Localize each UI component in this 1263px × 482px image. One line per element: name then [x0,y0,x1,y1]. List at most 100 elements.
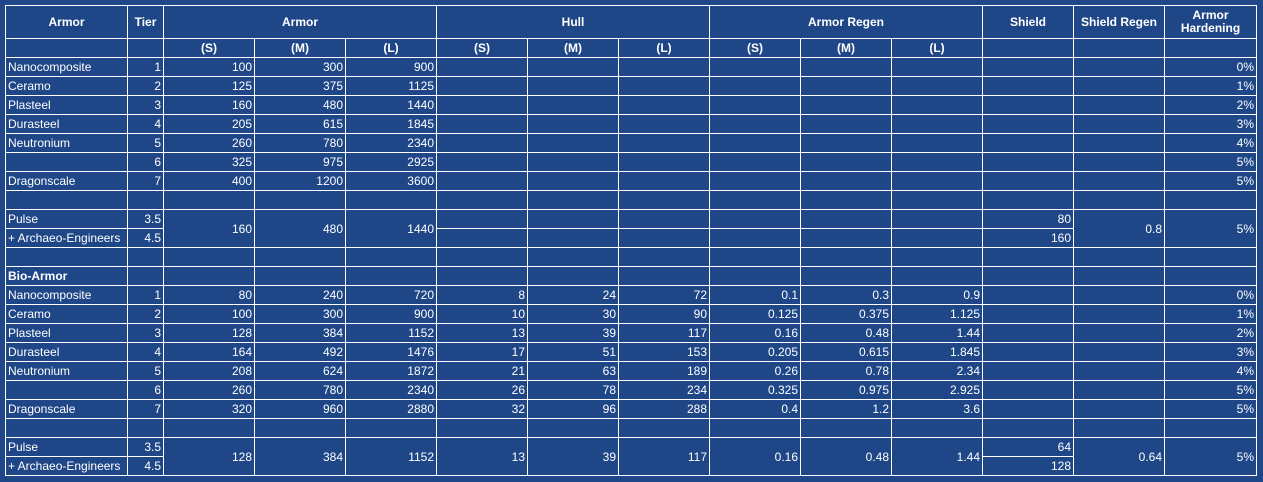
armor-name-cell: Plasteel [5,323,128,343]
armor-hardening-cell: 3% [1164,114,1257,134]
blank-cell [436,247,528,267]
blank-cell [254,190,346,210]
blank-cell [127,418,164,438]
pulse-row: Pulse 3.5 128 384 1152 13 39 117 0.16 0.48 1.44 64 0… [5,437,1257,476]
armor-name-cell: Dragonscale [5,399,128,419]
shield-regen-cell [1073,95,1165,115]
shield-cell [982,323,1074,343]
blank-cell [800,228,892,248]
blank-cell [1073,266,1165,286]
regen-m-cell [800,95,892,115]
hull-m-cell: 39 [527,437,619,476]
armor-hardening-cell: 5% [1164,152,1257,172]
armor-s-cell: 100 [163,304,255,324]
hull-s-cell: 21 [436,361,528,381]
armor-name-cell: Pulse [5,209,128,229]
tier-cell: 7 [127,399,164,419]
blank-cell [345,418,437,438]
armor-s-cell: 320 [163,399,255,419]
regen-m-cell: 0.375 [800,304,892,324]
regen-m-cell: 0.3 [800,285,892,305]
armor-l-cell: 720 [345,285,437,305]
header-regen-group: Armor Regen [709,5,983,39]
regen-s-cell: 0.26 [709,361,801,381]
blank-cell [436,266,528,286]
blank-cell [800,266,892,286]
regen-s-cell [709,152,801,172]
regen-m-cell: 0.615 [800,342,892,362]
hull-s-cell: 13 [436,437,528,476]
armor-m-cell: 975 [254,152,346,172]
tier-cell: 3 [127,95,164,115]
hull-l-cell: 117 [618,323,710,343]
armor-l-cell: 1440 [345,209,437,248]
tier-cell: 6 [127,380,164,400]
armor-s-cell: 128 [163,437,255,476]
tier-cell: 1 [127,285,164,305]
blank-cell [436,209,528,229]
regen-m-cell: 0.48 [800,437,892,476]
header-hardening: Armor Hardening [1164,5,1257,39]
regen-s-cell [709,57,801,77]
header-armor-group: Armor [163,5,437,39]
regen-s-cell: 0.125 [709,304,801,324]
shield-regen-cell [1073,323,1165,343]
shield-regen-cell [1073,285,1165,305]
hull-l-cell: 117 [618,437,710,476]
blank-cell [254,418,346,438]
armor-l-cell: 1152 [345,323,437,343]
blank-cell [982,190,1074,210]
blank-cell [618,228,710,248]
header-tier: Tier [127,5,164,39]
armor-name-cell: Durasteel [5,342,128,362]
armor-name-cell: + Archaeo-Engineers [5,228,128,248]
blank-cell [5,190,128,210]
regen-l-cell: 1.44 [891,437,983,476]
shield-cell [982,342,1074,362]
shield-regen-cell [1073,380,1165,400]
hull-m-cell [527,57,619,77]
armor-l-cell: 900 [345,57,437,77]
blank-cell [618,247,710,267]
blank-cell [618,209,710,229]
hull-s-cell: 10 [436,304,528,324]
header-size-s: (S) [709,38,801,58]
spacer-row [5,190,1257,210]
blank-cell [891,418,983,438]
blank-cell [254,247,346,267]
blank-cell [1164,247,1257,267]
armor-m-cell: 300 [254,57,346,77]
armor-m-cell: 624 [254,361,346,381]
shield-regen-cell: 0.64 [1073,437,1165,476]
armor-l-cell: 1872 [345,361,437,381]
table-row: Dragonscale 7 320 960 2880 32 96 288 0.4 1.2 3.6 5% [5,399,1257,419]
regen-l-cell: 1.125 [891,304,983,324]
tier-cell: 7 [127,171,164,191]
tier-cell: 4 [127,342,164,362]
armor-hardening-cell: 2% [1164,95,1257,115]
header-size-l: (L) [618,38,710,58]
regen-l-cell [891,171,983,191]
hull-s-cell [436,171,528,191]
armor-s-cell: 160 [163,209,255,248]
table-row: Dragonscale 7 400 1200 3600 5% [5,171,1257,191]
table-row: Nanocomposite 1 100 300 900 0% [5,57,1257,77]
shield-cell [982,285,1074,305]
armor-s-cell: 100 [163,57,255,77]
hull-l-cell [618,114,710,134]
hull-m-cell: 39 [527,323,619,343]
header-shield-regen: Shield Regen [1073,5,1165,39]
armor-m-cell: 384 [254,323,346,343]
armor-name-cell [5,152,128,172]
blank-cell [527,209,619,229]
tier-cell: 6 [127,152,164,172]
header-size-m: (M) [527,38,619,58]
blank-cell [982,266,1074,286]
regen-m-cell: 0.48 [800,323,892,343]
blank-cell [800,247,892,267]
blank-cell [891,247,983,267]
hull-s-cell [436,133,528,153]
hull-m-cell [527,171,619,191]
shield-regen-cell [1073,304,1165,324]
blank-cell [5,247,128,267]
